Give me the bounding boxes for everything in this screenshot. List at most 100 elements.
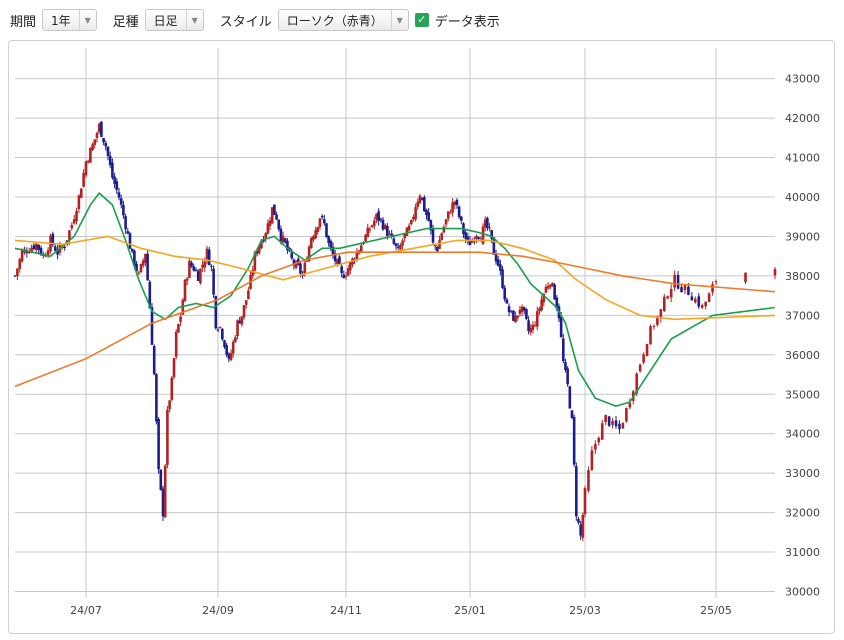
candle-up — [91, 144, 94, 151]
candle-up — [520, 306, 524, 312]
candle-down — [161, 488, 165, 517]
candle-down — [459, 216, 463, 221]
style-dropdown[interactable]: ローソク（赤青） ▼ — [277, 9, 409, 31]
candle-down — [607, 416, 611, 426]
candle-down — [299, 263, 302, 274]
candle-up — [244, 300, 248, 305]
candle-up — [307, 246, 311, 262]
candle-up — [188, 260, 191, 278]
candle-up — [470, 240, 474, 243]
candle-down — [126, 231, 130, 234]
candle-up — [544, 286, 548, 293]
chevron-down-icon: ▼ — [390, 10, 408, 30]
y-tick-label: 36000 — [785, 349, 820, 362]
candle-down — [192, 266, 196, 271]
candle-down — [564, 362, 567, 370]
chart-toolbar: 期間 1年 ▼ 足種 日足 ▼ スタイル ローソク（赤青） ▼ ✓ データ表示 — [0, 0, 844, 40]
candle-up — [294, 261, 298, 268]
candle-up — [483, 219, 487, 228]
candle-down — [279, 228, 283, 242]
short-moving-average-line — [14, 191, 776, 407]
candle-down — [113, 176, 116, 184]
candle-down — [392, 238, 396, 244]
candle-down — [676, 274, 680, 289]
candle-down — [522, 306, 526, 311]
candle-down — [509, 310, 513, 312]
candle-up — [649, 326, 652, 344]
candle-up — [20, 250, 24, 262]
candle-up — [597, 437, 601, 443]
candle-down — [221, 328, 224, 340]
candle-up — [281, 235, 285, 243]
candle-up — [46, 250, 50, 256]
candle-down — [492, 237, 496, 255]
candle-down — [108, 155, 112, 166]
chevron-down-icon: ▼ — [78, 10, 96, 30]
candle-down — [39, 247, 43, 255]
candle-down — [115, 181, 119, 190]
candle-down — [420, 197, 424, 200]
candle-down — [507, 306, 511, 313]
candle-up — [583, 488, 587, 515]
y-tick-label: 42000 — [785, 112, 820, 125]
candle-type-dropdown[interactable]: 日足 ▼ — [144, 9, 204, 31]
candle-down — [494, 253, 498, 262]
candle-up — [139, 263, 143, 273]
candle-down — [290, 252, 294, 259]
candle-down — [111, 162, 114, 178]
candle-up — [316, 227, 320, 233]
candle-down — [277, 219, 281, 230]
candle-down — [327, 236, 330, 243]
candle-up — [181, 300, 185, 315]
candle-up — [405, 227, 409, 236]
candle-down — [130, 248, 134, 252]
candle-down — [423, 197, 426, 212]
candle-up — [42, 255, 45, 257]
candle-up — [449, 212, 452, 214]
candle-down — [128, 233, 132, 249]
candle-up — [662, 296, 666, 312]
checkmark-icon[interactable]: ✓ — [414, 13, 429, 27]
candle-down — [503, 287, 507, 300]
candle-up — [542, 293, 546, 303]
candle-up — [144, 253, 147, 263]
candle-up — [18, 259, 22, 270]
candle-down — [568, 386, 572, 409]
period-dropdown[interactable]: 1年 ▼ — [42, 9, 97, 31]
candle-down — [283, 238, 287, 243]
candle-up — [704, 301, 707, 307]
candle-up — [645, 344, 649, 357]
candle-down — [381, 219, 385, 230]
candle-down — [570, 410, 574, 418]
x-tick-label: 25/05 — [700, 604, 732, 617]
candle-up — [27, 252, 31, 254]
candle-up — [446, 211, 450, 219]
candle-down — [501, 269, 504, 288]
candle-up — [638, 364, 642, 372]
candle-up — [309, 237, 313, 249]
candle-up — [416, 201, 420, 207]
candle-up — [247, 290, 250, 300]
y-tick-label: 30000 — [785, 586, 820, 599]
candle-down — [117, 192, 121, 198]
candle-up — [349, 261, 352, 271]
candle-type-label: 足種 — [112, 14, 139, 30]
candle-down — [505, 299, 509, 304]
candle-up — [418, 195, 422, 204]
candle-down — [464, 232, 467, 239]
candle-up — [137, 272, 141, 274]
candle-down — [579, 524, 582, 536]
candle-down — [342, 274, 346, 279]
candle-down — [320, 215, 324, 218]
candle-up — [364, 234, 367, 242]
candle-down — [25, 251, 29, 253]
candle-up — [170, 377, 174, 400]
show-data-toggle[interactable]: ✓ データ表示 — [414, 11, 500, 30]
candle-up — [659, 309, 663, 319]
candle-up — [253, 252, 257, 271]
y-tick-label: 43000 — [785, 73, 820, 86]
candle-up — [257, 245, 261, 253]
candle-up — [166, 409, 169, 465]
candle-down — [466, 236, 470, 241]
